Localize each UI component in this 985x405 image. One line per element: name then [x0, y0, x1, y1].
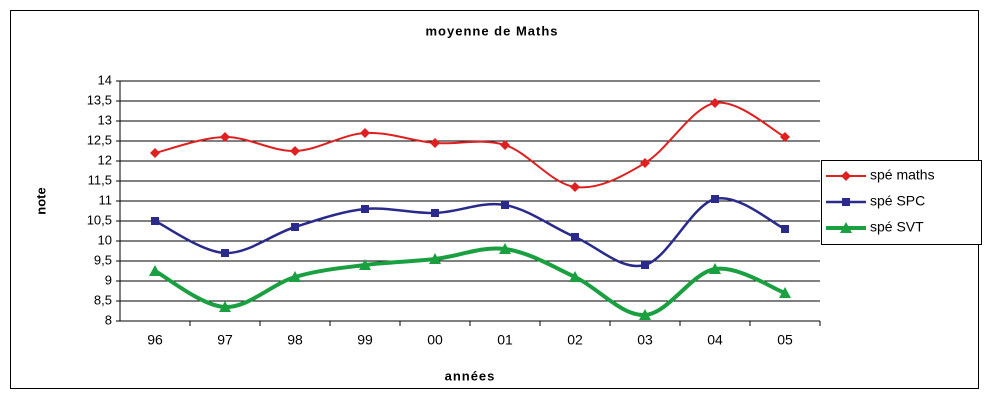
marker — [499, 243, 511, 254]
chart-title: moyenne de Maths — [425, 23, 558, 38]
y-axis-label: note — [33, 187, 48, 214]
marker — [151, 217, 159, 225]
y-tick-label: 10,5 — [87, 212, 112, 227]
x-tick-label: 04 — [707, 332, 723, 348]
marker — [290, 146, 300, 156]
marker — [709, 263, 721, 274]
y-tick-label: 8,5 — [94, 292, 112, 307]
marker — [291, 223, 299, 231]
marker — [842, 198, 850, 206]
marker — [219, 301, 231, 312]
y-tick-label: 11,5 — [88, 172, 112, 187]
chart-border — [10, 10, 979, 389]
marker — [289, 271, 301, 282]
x-tick-label: 99 — [357, 332, 373, 348]
y-tick-label: 12 — [98, 152, 112, 167]
y-tick-label: 9,5 — [94, 252, 112, 267]
x-tick-label: 98 — [287, 332, 303, 348]
marker — [780, 132, 790, 142]
marker — [501, 201, 509, 209]
y-tick-label: 10 — [98, 232, 112, 247]
marker — [779, 287, 791, 298]
marker — [571, 233, 579, 241]
marker — [641, 261, 649, 269]
x-tick-label: 00 — [427, 332, 443, 348]
marker — [840, 222, 852, 233]
y-tick-label: 9 — [105, 272, 112, 287]
marker — [639, 309, 651, 320]
marker — [359, 259, 371, 270]
y-tick-label: 13 — [98, 112, 112, 127]
marker — [429, 253, 441, 264]
y-tick-label: 11 — [99, 192, 113, 207]
series-line — [154, 246, 786, 318]
marker — [569, 271, 581, 282]
series-line — [154, 101, 786, 189]
marker — [360, 128, 370, 138]
marker — [500, 140, 510, 150]
marker — [711, 195, 719, 203]
marker — [221, 249, 229, 257]
y-tick-label: 12,5 — [87, 132, 112, 147]
legend-label: spé SPC — [870, 193, 925, 209]
marker — [570, 182, 580, 192]
y-tick-label: 8 — [105, 312, 112, 327]
marker — [149, 265, 161, 276]
marker — [220, 132, 230, 142]
series-line — [154, 197, 786, 268]
y-tick-label: 13,5 — [87, 92, 112, 107]
legend-label: spé SVT — [870, 219, 924, 235]
x-tick-label: 03 — [637, 332, 653, 348]
legend-label: spé maths — [870, 167, 935, 183]
x-tick-label: 97 — [217, 332, 233, 348]
x-tick-label: 01 — [497, 332, 513, 348]
x-tick-label: 05 — [777, 332, 793, 348]
marker — [150, 148, 160, 158]
x-tick-label: 96 — [147, 332, 163, 348]
marker — [430, 138, 440, 148]
marker — [781, 225, 789, 233]
marker — [640, 158, 650, 168]
marker — [710, 98, 720, 108]
marker — [361, 205, 369, 213]
y-tick-label: 14 — [98, 72, 112, 87]
x-axis-label: années — [445, 368, 496, 383]
marker — [431, 209, 439, 217]
marker — [841, 171, 851, 181]
x-tick-label: 02 — [567, 332, 583, 348]
